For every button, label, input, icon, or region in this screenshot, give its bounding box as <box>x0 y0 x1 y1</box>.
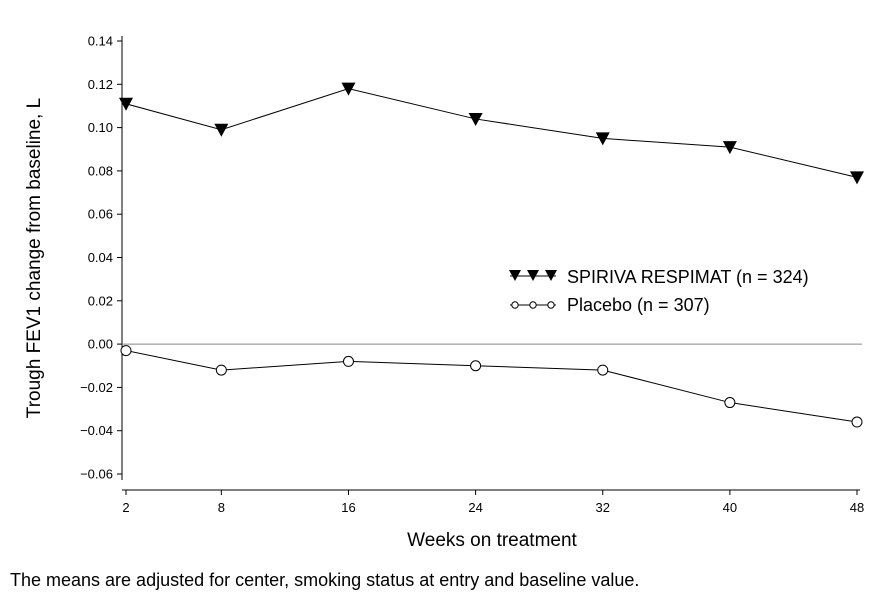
x-tick-label: 8 <box>218 500 225 515</box>
data-point-spiriva <box>722 141 737 155</box>
x-tick-label: 24 <box>468 500 482 515</box>
y-tick-label: 0.00 <box>88 337 113 352</box>
y-tick-label: −0.06 <box>80 467 113 482</box>
x-axis-title: Weeks on treatment <box>407 530 577 551</box>
x-tick-label: 32 <box>596 500 610 515</box>
y-tick-label: −0.04 <box>80 423 113 438</box>
y-tick-label: 0.04 <box>88 250 113 265</box>
data-point-placebo <box>215 364 227 376</box>
legend-marker-circle-1 <box>511 301 519 309</box>
data-point-placebo <box>597 364 609 376</box>
data-point-placebo <box>120 345 132 357</box>
y-tick-label: 0.08 <box>88 163 113 178</box>
data-point-placebo <box>851 416 863 428</box>
y-tick-label: −0.02 <box>80 380 113 395</box>
legend-item-spiriva: SPIRIVA RESPIMAT (n = 324) <box>509 267 809 287</box>
line-chart: 0.14 0.12 0.10 0.08 0.06 0.04 0.02 0.00 −0.02 −0.… <box>24 34 864 552</box>
x-tick-label: 16 <box>341 500 355 515</box>
legend-marker-triangle-2 <box>527 270 539 281</box>
data-point-spiriva <box>341 82 356 96</box>
y-tick-label: 0.12 <box>88 77 113 92</box>
x-tick-label: 2 <box>122 500 129 515</box>
legend-marker-triangle-3 <box>545 270 557 281</box>
y-axis-ticks: 0.14 0.12 0.10 0.08 0.06 0.04 0.02 0.00 −0.02 −0.… <box>80 34 122 482</box>
legend: SPIRIVA RESPIMAT (n = 324) Placebo (n = … <box>509 267 809 315</box>
data-point-placebo <box>724 397 736 409</box>
series-line-1 <box>125 350 858 423</box>
footnote: The means are adjusted for center, smoki… <box>10 570 640 590</box>
x-tick-label: 48 <box>850 500 864 515</box>
y-tick-label: 0.02 <box>88 293 113 308</box>
legend-label-spiriva: SPIRIVA RESPIMAT (n = 324) <box>567 267 809 287</box>
x-tick-label: 40 <box>723 500 737 515</box>
x-axis-ticks: 2 8 16 24 32 40 48 <box>122 490 864 515</box>
series-line-0 <box>125 88 858 178</box>
data-point-spiriva <box>214 123 229 137</box>
data-point-spiriva <box>119 97 133 111</box>
legend-item-placebo: Placebo (n = 307) <box>510 295 710 315</box>
legend-label-placebo: Placebo (n = 307) <box>567 295 710 315</box>
data-point-placebo <box>470 360 482 372</box>
series-layer <box>119 82 864 428</box>
y-tick-label: 0.14 <box>88 34 113 49</box>
legend-marker-circle-3 <box>547 301 555 309</box>
y-axis-title: Trough FEV1 change from baseline, L <box>24 98 45 418</box>
legend-marker-triangle-1 <box>509 270 521 281</box>
y-tick-label: 0.10 <box>88 120 113 135</box>
y-tick-label: 0.06 <box>88 207 113 222</box>
data-point-placebo <box>342 355 354 367</box>
legend-marker-circle-2 <box>529 301 537 309</box>
data-point-spiriva <box>595 132 610 146</box>
data-point-spiriva <box>850 171 864 185</box>
data-point-spiriva <box>468 112 483 126</box>
